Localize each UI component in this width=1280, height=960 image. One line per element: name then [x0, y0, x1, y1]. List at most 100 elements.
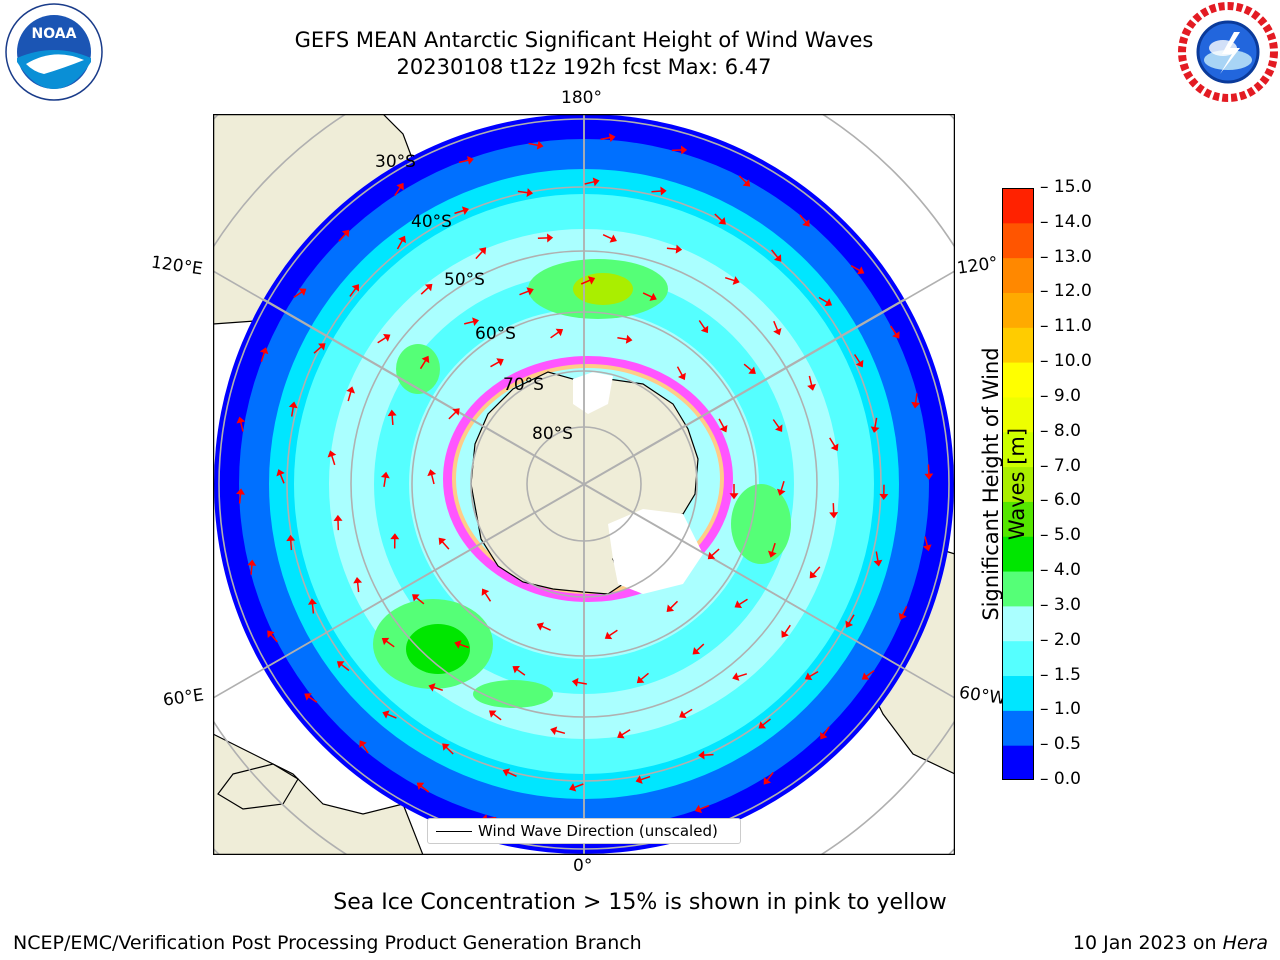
- wind-arrow: [676, 366, 683, 376]
- wind-arrow-head: [412, 594, 420, 602]
- wind-arrow: [430, 474, 435, 485]
- wind-arrow: [901, 605, 908, 616]
- wind-arrow-head: [636, 675, 645, 684]
- wind-arrow: [927, 464, 930, 475]
- colorbar-tick-label: – 0.5: [1040, 734, 1081, 755]
- wind-arrow: [311, 603, 315, 614]
- wind-arrow-head: [536, 140, 544, 150]
- wind-arrow: [555, 729, 566, 735]
- wind-arrow-head: [870, 426, 880, 433]
- wind-arrow-head: [698, 750, 705, 760]
- footer-date: 10 Jan 2023 on Hera: [1073, 932, 1268, 954]
- wind-arrow: [454, 209, 465, 215]
- wind-arrow-head: [625, 334, 633, 344]
- colorbar-swatch: [1002, 745, 1034, 781]
- wind-arrow-head: [569, 783, 577, 792]
- wind-arrow: [492, 713, 502, 721]
- wind-arrow: [475, 250, 484, 260]
- wind-arrow: [914, 393, 918, 404]
- colorbar-swatch: [1002, 536, 1034, 572]
- wind-arrow: [361, 744, 369, 754]
- wind-arrow-head: [550, 726, 558, 736]
- lat-label-40s: 40°S: [411, 212, 452, 232]
- colorbar-swatch: [1002, 431, 1034, 468]
- wind-arrow-head: [617, 730, 625, 739]
- wind-arrow: [617, 337, 628, 341]
- wind-arrow: [640, 775, 651, 781]
- wind-arrow: [347, 391, 352, 402]
- wind-arrow-head: [802, 219, 810, 227]
- wind-arrow-head: [472, 317, 480, 327]
- wind-arrow: [642, 292, 653, 298]
- wind-arrow-head: [247, 559, 257, 566]
- wind-arrow: [507, 771, 517, 777]
- colorbar-swatch: [1002, 396, 1034, 433]
- wind-arrow: [853, 354, 861, 364]
- colorbar-swatch: [1002, 501, 1034, 537]
- wind-arrow-head: [236, 488, 246, 495]
- wind-arrow: [279, 473, 285, 484]
- wind-arrow: [865, 670, 875, 678]
- wind-arrow-head: [381, 637, 390, 646]
- wind-arrow-head: [427, 469, 437, 477]
- wind-arrow-head: [679, 710, 687, 719]
- wind-arrow: [576, 681, 587, 685]
- wind-arrow-head: [526, 188, 534, 197]
- wind-arrow: [308, 695, 318, 703]
- wind-arrow: [419, 359, 427, 370]
- wind-arrow-head: [635, 775, 643, 784]
- nws-logo: [1178, 2, 1278, 102]
- lon-label-120e: 120°E: [149, 252, 204, 280]
- wind-arrow: [718, 418, 725, 429]
- wind-arrow-head: [649, 292, 657, 301]
- wind-arrow-head: [678, 372, 686, 381]
- wind-arrow-head: [396, 182, 404, 191]
- wind-arrow: [695, 643, 705, 652]
- wind-arrow-head: [286, 534, 296, 542]
- wind-arrow-head: [700, 325, 709, 334]
- colorbar-tick-label: – 3.0: [1040, 594, 1081, 615]
- wind-arrow: [738, 175, 747, 184]
- wind-arrow: [809, 670, 819, 678]
- wind-arrow-head: [307, 598, 317, 605]
- wind-arrow-head: [298, 288, 307, 296]
- wind-arrow-head: [758, 721, 767, 729]
- wind-arrow-head: [536, 622, 544, 631]
- wind-arrow: [313, 346, 322, 354]
- wind-arrow: [699, 804, 710, 810]
- wind-arrow-head: [259, 347, 269, 355]
- wind-arrow: [850, 265, 861, 272]
- wind-arrow-head: [555, 328, 564, 337]
- wind-arrow-head: [304, 693, 312, 701]
- colorbar-swatch: [1002, 188, 1034, 224]
- wind-arrow-head: [382, 710, 390, 719]
- wind-arrow: [420, 286, 430, 295]
- wind-arrow-head: [341, 229, 350, 238]
- wind-arrow-head: [336, 661, 345, 669]
- wind-arrow: [338, 233, 347, 242]
- wind-arrow-head: [267, 630, 275, 638]
- wind-arrow: [550, 331, 560, 339]
- wind-arrow-head: [879, 493, 889, 500]
- map-subtitle: 20230108 t12z 192h fcst Max: 6.47: [396, 55, 772, 79]
- wind-arrow: [448, 411, 457, 420]
- lon-label-60w: 60°W: [957, 682, 1008, 710]
- wind-arrow-head: [824, 298, 833, 307]
- wind-arrow: [573, 783, 584, 789]
- wind-arrow-head: [452, 408, 460, 416]
- lat-label-30s: 30°S: [375, 152, 416, 172]
- wind-arrow: [377, 336, 387, 344]
- wind-arrow-head: [830, 443, 839, 451]
- wind-arrow-head: [351, 284, 359, 292]
- wind-arrow-head: [861, 672, 870, 680]
- wind-arrow: [516, 668, 526, 676]
- wind-arrow-head: [416, 782, 425, 790]
- wind-arrow-head: [692, 647, 701, 655]
- wind-arrow: [698, 320, 706, 330]
- wind-arrow: [651, 190, 662, 193]
- wind-arrow-head: [675, 244, 683, 254]
- map-panel: 180° 0° 120°E 60°E 120° 60°W 30°S 40°S 5…: [150, 88, 1007, 876]
- wind-arrow: [737, 673, 748, 678]
- wind-arrow-head: [454, 640, 462, 649]
- wind-arrow: [743, 363, 753, 372]
